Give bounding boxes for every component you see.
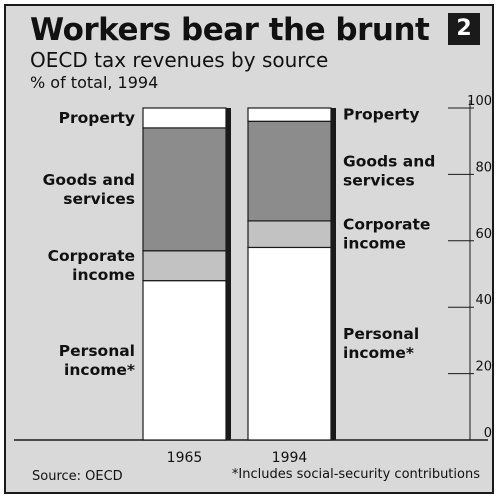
y-tick-label-0: 0 [484,426,492,441]
bar-shadow-1994 [331,108,336,440]
bar-1965-corporate [142,250,227,282]
chart-number-badge: 2 [448,13,480,45]
footnote: *Includes social-security contributions [231,467,480,482]
bar-shadow-1965 [226,108,231,440]
chart-title: Workers bear the brunt [30,12,430,48]
bar-1965-property [142,107,227,129]
label-1965-goods-line-2: services [63,190,135,208]
y-tick-label-20: 20 [475,360,492,375]
unit-label: % of total, 1994 [30,73,159,92]
label-1965-personal-line-2: income* [64,361,135,379]
y-tick-label-100: 100 [467,94,492,109]
bar-1994-corporate [247,220,332,249]
bar-1994-personal [247,246,332,441]
bar-1994-goods [247,120,332,222]
bar-1965-goods [142,127,227,252]
label-1994-personal-line-1: Personal [343,325,419,343]
bar-1994-property [247,107,332,122]
label-1994-property-line-1: Property [343,106,419,124]
label-1965-corporate-line-2: income [72,266,135,284]
label-1994-personal-line-2: income* [343,344,414,362]
y-tick-label-60: 60 [475,227,492,242]
x-tick-label-1965: 1965 [167,450,203,466]
y-tick-label-40: 40 [475,293,492,308]
x-tick-label-1994: 1994 [272,450,308,466]
label-1965-corporate-line-1: Corporate [48,247,135,265]
source-note: Source: OECD [32,469,123,484]
label-1994-corporate-line-1: Corporate [343,216,430,234]
y-tick-label-80: 80 [475,160,492,175]
label-1994-corporate-line-2: income [343,235,406,253]
label-1965-property-line-1: Property [59,109,135,127]
label-1994-goods-line-1: Goods and [343,153,435,171]
label-1994-goods-line-2: services [343,172,415,190]
label-1965-personal-line-1: Personal [59,342,135,360]
chart-subtitle: OECD tax revenues by source [30,48,329,72]
label-1965-goods-line-1: Goods and [43,171,135,189]
bar-1965-personal [142,280,227,441]
